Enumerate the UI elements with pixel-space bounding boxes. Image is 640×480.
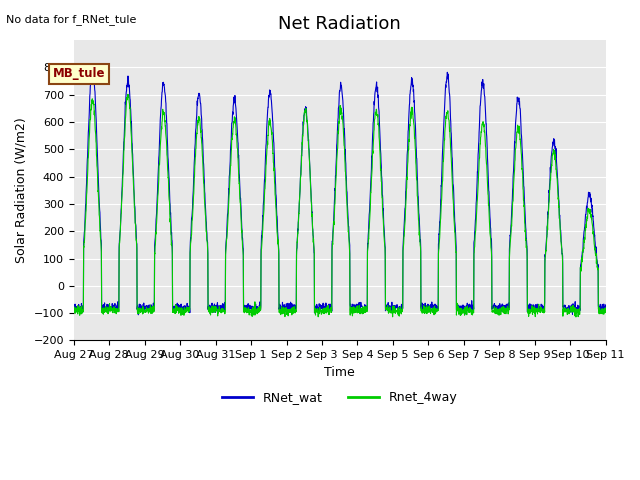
RNet_wat	[367, 177, 375, 183]
Title: Net Radiation: Net Radiation	[278, 15, 401, 33]
X-axis label: Time: Time	[324, 366, 355, 379]
RNet_wat	[88, 63, 96, 69]
Text: MB_tule: MB_tule	[53, 67, 106, 81]
RNet_wat	[495, 307, 502, 312]
Rnet_4way	[367, 190, 374, 195]
Line: RNet_wat: RNet_wat	[74, 66, 605, 315]
RNet_wat	[556, 204, 563, 209]
Rnet_4way	[70, 310, 77, 316]
Rnet_4way	[218, 309, 226, 315]
Rnet_4way	[495, 310, 502, 315]
RNet_wat	[219, 304, 227, 310]
RNet_wat	[134, 312, 142, 318]
RNet_wat	[570, 303, 578, 309]
Rnet_4way	[602, 308, 609, 314]
Rnet_4way	[124, 92, 132, 97]
Y-axis label: Solar Radiation (W/m2): Solar Radiation (W/m2)	[15, 118, 28, 263]
Rnet_4way	[570, 308, 577, 313]
Rnet_4way	[572, 314, 580, 320]
RNet_wat	[355, 305, 363, 311]
Rnet_4way	[555, 203, 563, 209]
Rnet_4way	[355, 305, 363, 311]
Text: No data for f_RNet_tule: No data for f_RNet_tule	[6, 14, 137, 25]
Line: Rnet_4way: Rnet_4way	[74, 95, 605, 317]
RNet_wat	[70, 304, 77, 310]
Legend: RNet_wat, Rnet_4way: RNet_wat, Rnet_4way	[217, 386, 463, 409]
RNet_wat	[602, 303, 609, 309]
